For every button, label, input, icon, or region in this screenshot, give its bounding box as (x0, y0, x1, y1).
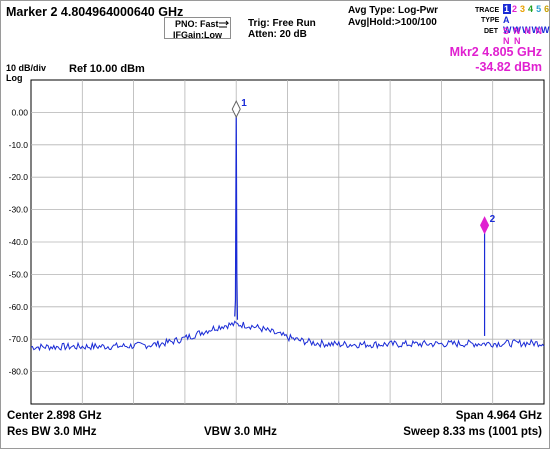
trigger-status: Trig: Free Run (248, 18, 316, 29)
trace-det-row: S N N N N N (503, 26, 544, 46)
y-tick-label: -50.0 (9, 269, 29, 279)
marker-1-label: 1 (241, 98, 247, 109)
pno-box (164, 17, 231, 39)
y-tick-label: -80.0 (9, 367, 29, 377)
attenuation: Atten: 20 dB (248, 29, 307, 40)
y-tick-label: 0.00 (11, 107, 28, 117)
trace-number-2: 2 (512, 4, 519, 14)
marker-2-label: 2 (490, 214, 496, 225)
y-tick-label: -60.0 (9, 302, 29, 312)
spectrum-trace (30, 320, 545, 352)
y-tick-label: -30.0 (9, 205, 29, 215)
trace-label: TRACE (475, 7, 500, 14)
avg-hold: Avg|Hold:>100/100 (348, 17, 437, 28)
video-bandwidth: VBW 3.0 MHz (204, 426, 277, 438)
y-tick-label: -40.0 (9, 237, 29, 247)
center-frequency: Center 2.898 GHz (7, 410, 102, 422)
type-label: TYPE (481, 17, 500, 24)
det-label: DET (484, 28, 498, 35)
pno-arrow-icon (219, 20, 230, 28)
resolution-bandwidth: Res BW 3.0 MHz (7, 426, 97, 438)
scale-per-div: 10 dB/div (6, 63, 47, 73)
trace-number-3: 3 (520, 4, 527, 14)
marker-readout-freq: Mkr2 4.805 GHz (449, 45, 542, 59)
trace-number-4: 4 (528, 4, 535, 14)
trace-number-1: 1 (503, 4, 512, 14)
y-tick-label: -70.0 (9, 334, 29, 344)
trace-type-row: A WWWWW (503, 15, 550, 35)
marker-2-diamond (480, 216, 490, 235)
y-tick-label: -10.0 (9, 140, 29, 150)
if-gain: IFGain:Low (173, 30, 222, 40)
marker-1-diamond (231, 100, 241, 119)
marker-readout-level: -34.82 dBm (475, 60, 542, 74)
peak-1-spike (234, 109, 239, 320)
avg-type: Avg Type: Log-Pwr (348, 5, 438, 16)
marker-title: Marker 2 4.804964000640 GHz (6, 5, 184, 19)
span: Span 4.964 GHz (455, 410, 542, 422)
trace-number-5: 5 (536, 4, 543, 14)
y-tick-label: -20.0 (9, 172, 29, 182)
sweep-time: Sweep 8.33 ms (1001 pts) (403, 426, 542, 438)
ref-level: Ref 10.00 dBm (69, 63, 145, 75)
log-scale-label: Log (6, 73, 23, 83)
header-bar: Marker 2 4.804964000640 GHz PNO: Fast IF… (1, 1, 550, 46)
pno-mode: PNO: Fast (175, 19, 219, 29)
trace-number-6: 6 (544, 4, 550, 14)
